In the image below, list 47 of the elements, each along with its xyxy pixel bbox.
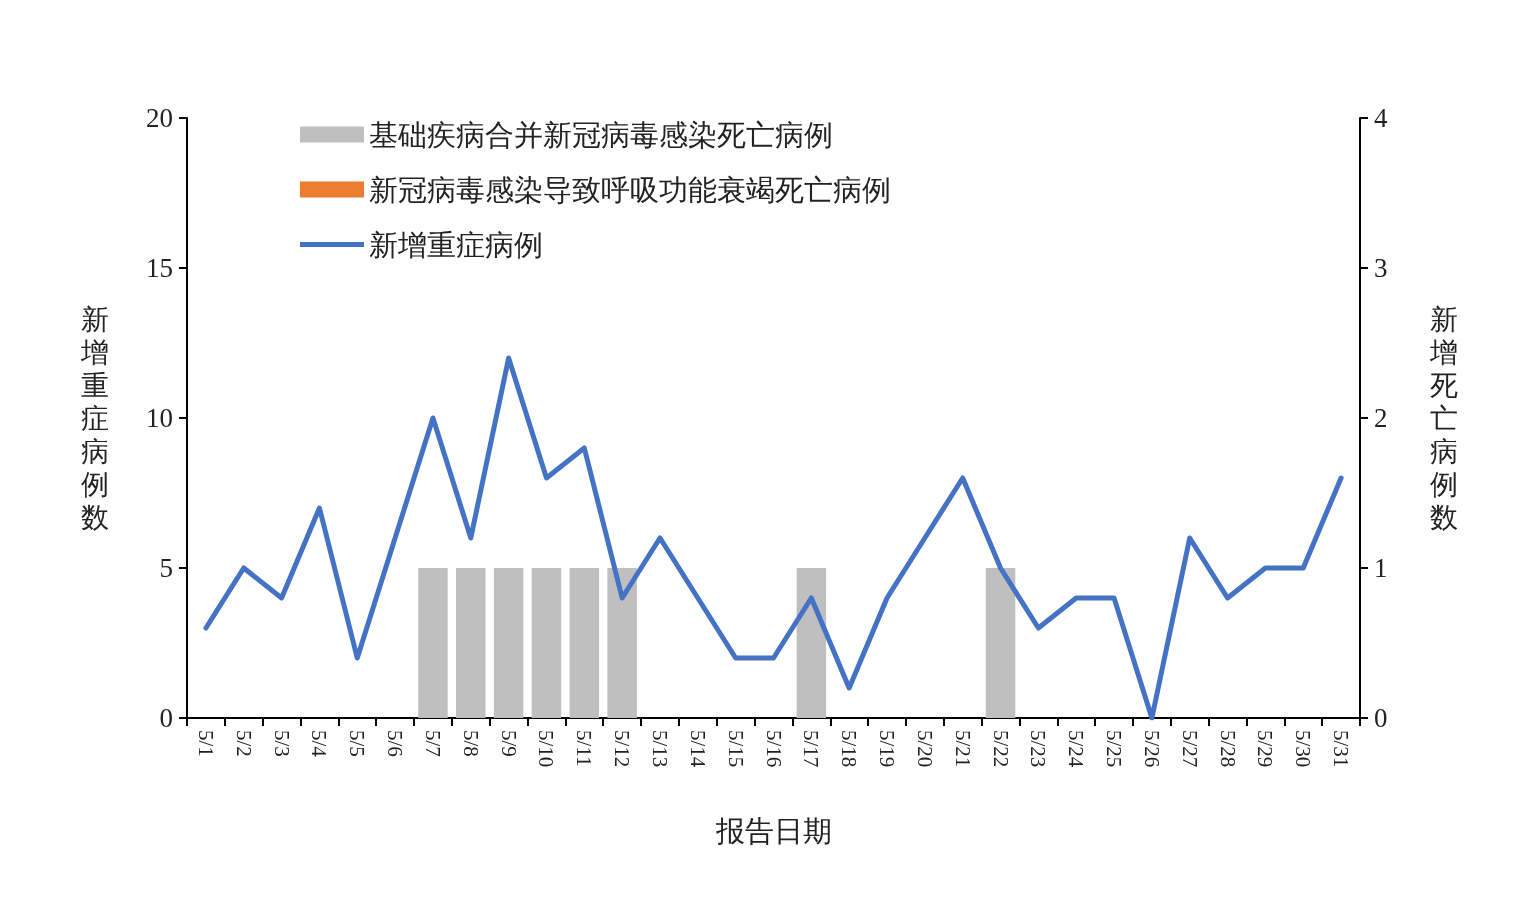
x-tick-label: 5/18 — [837, 730, 862, 768]
x-tick-label: 5/3 — [269, 730, 294, 757]
y2-tick-label: 3 — [1374, 253, 1388, 283]
x-tick-label: 5/30 — [1291, 730, 1316, 768]
x-tick-label: 5/16 — [761, 730, 786, 768]
x-tick-label: 5/9 — [496, 730, 521, 757]
x-tick-label: 5/26 — [1139, 730, 1164, 768]
x-axis-title: 报告日期 — [714, 814, 832, 847]
x-tick-label: 5/27 — [1177, 730, 1202, 768]
legend-label: 新冠病毒感染导致呼吸功能衰竭死亡病例 — [369, 173, 891, 206]
x-tick-label: 5/31 — [1329, 730, 1354, 768]
x-tick-label: 5/23 — [1026, 730, 1051, 768]
x-tick-label: 5/24 — [1064, 730, 1089, 768]
x-tick-label: 5/25 — [1102, 730, 1127, 768]
y2-tick-label: 1 — [1374, 553, 1388, 583]
y2-tick-label: 2 — [1374, 403, 1388, 433]
x-tick-label: 5/5 — [345, 730, 370, 757]
x-tick-label: 5/17 — [799, 730, 824, 768]
x-tick-label: 5/12 — [610, 730, 635, 768]
x-tick-label: 5/29 — [1253, 730, 1278, 768]
x-tick-label: 5/11 — [572, 730, 597, 767]
x-tick-label: 5/10 — [534, 730, 559, 768]
x-tick-label: 5/28 — [1215, 730, 1240, 768]
y-tick-label: 20 — [146, 103, 173, 133]
x-tick-label: 5/6 — [383, 730, 408, 757]
x-tick-label: 5/15 — [723, 730, 748, 768]
y-tick-label: 10 — [146, 403, 173, 433]
x-tick-label: 5/22 — [988, 730, 1013, 768]
y-tick-label: 15 — [146, 253, 173, 283]
x-tick-label: 5/14 — [685, 730, 710, 768]
y-tick-label: 0 — [159, 703, 173, 733]
x-tick-label: 5/21 — [950, 730, 975, 768]
y2-axis-title: 新增死亡病例数 — [1429, 303, 1458, 533]
x-tick-label: 5/19 — [875, 730, 900, 768]
x-tick-label: 5/20 — [912, 730, 937, 768]
x-tick-label: 5/2 — [231, 730, 256, 757]
legend-label: 基础疾病合并新冠病毒感染死亡病例 — [369, 118, 833, 151]
x-tick-label: 5/7 — [420, 730, 445, 757]
y2-tick-label: 0 — [1374, 703, 1388, 733]
x-tick-label: 5/4 — [307, 730, 332, 758]
y-tick-label: 5 — [159, 553, 173, 583]
x-tick-label: 5/13 — [647, 730, 672, 768]
x-tick-label: 5/8 — [458, 730, 483, 757]
y2-tick-label: 4 — [1374, 103, 1388, 133]
y-axis-title: 新增重症病例数 — [80, 303, 109, 533]
legend-label: 新增重症病例 — [369, 228, 543, 261]
x-tick-label: 5/1 — [193, 730, 218, 757]
